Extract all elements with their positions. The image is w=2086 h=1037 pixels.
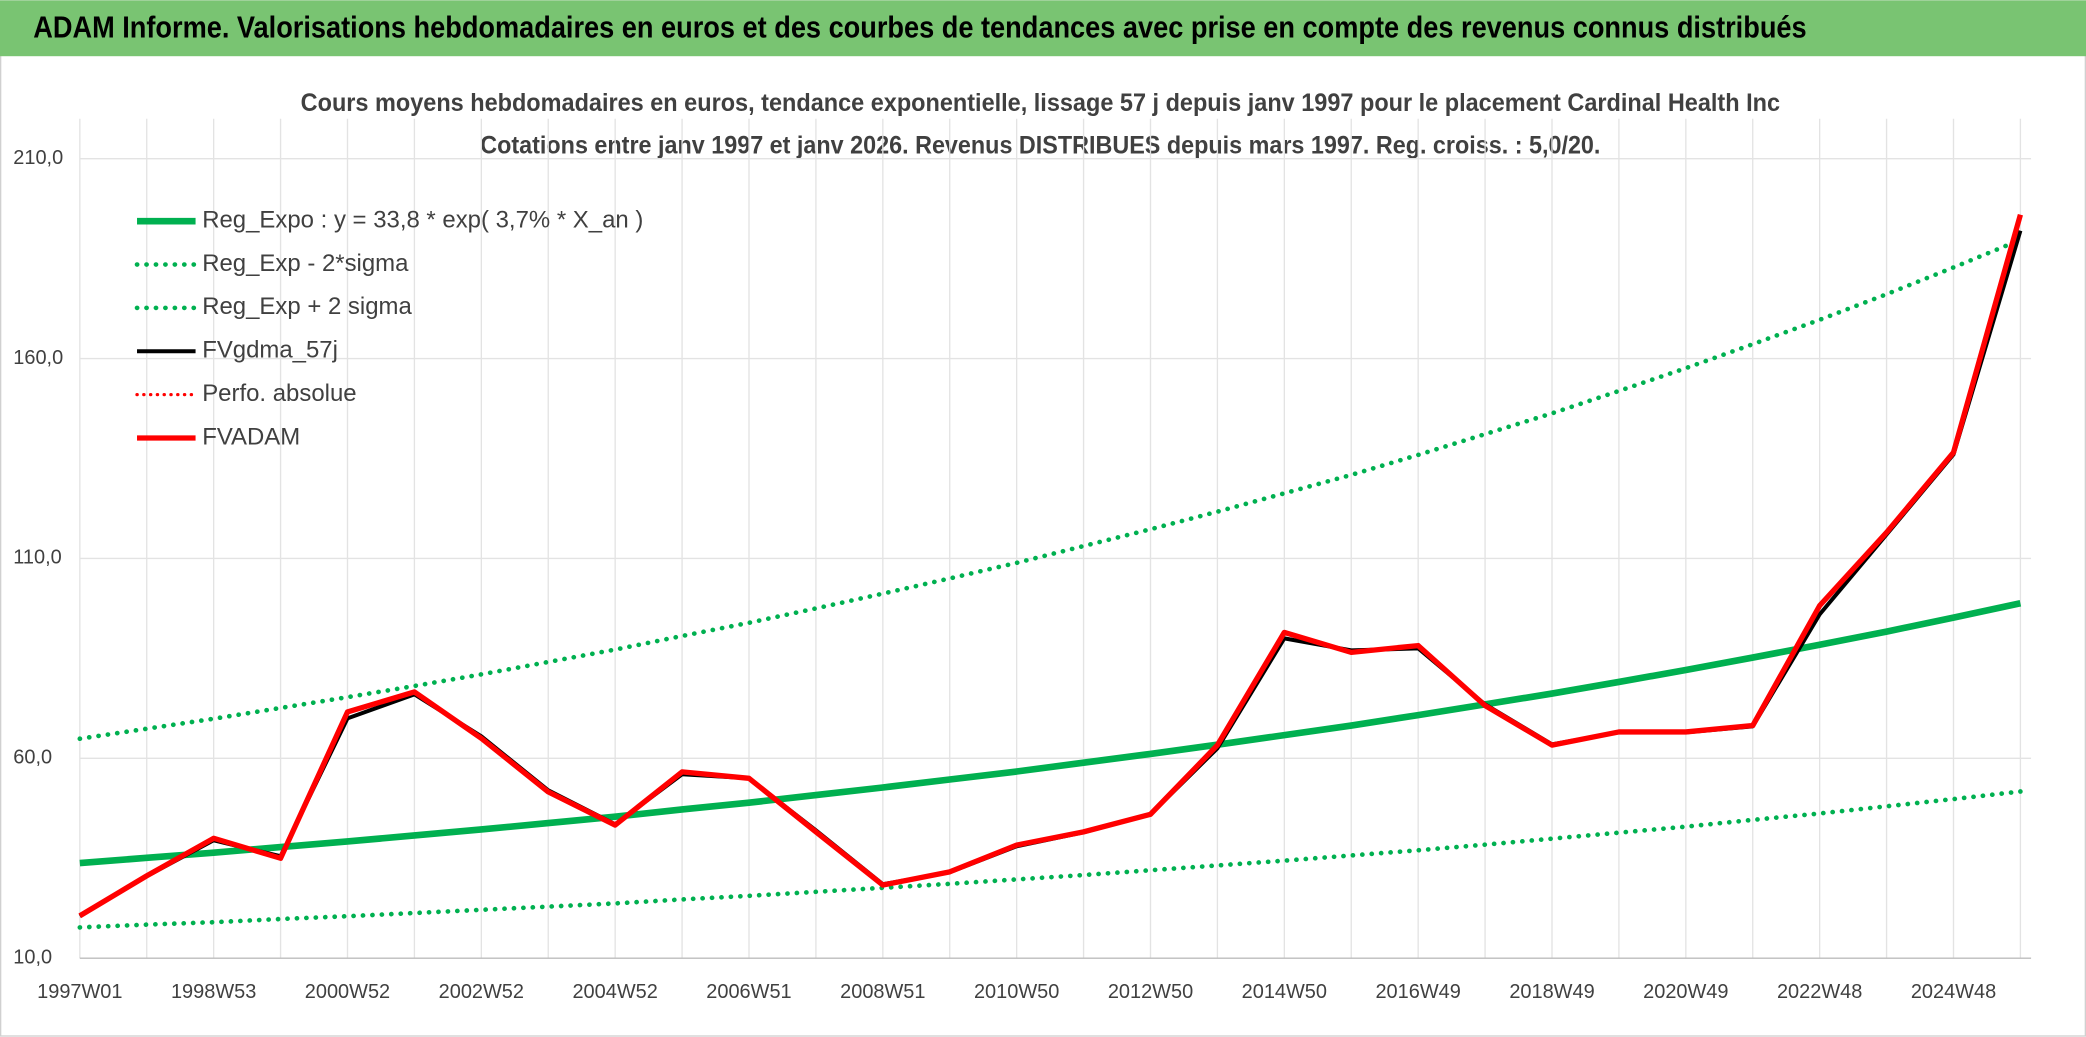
legend: Reg_Expo : y = 33,8 * exp( 3,7% * X_an )… [134, 206, 643, 450]
x-tick-label: 2004W52 [572, 981, 657, 1003]
chart-title: Cours moyens hebdomadaires en euros, ten… [301, 89, 1780, 117]
x-tick-label: 2024W48 [1911, 981, 1996, 1003]
x-tick-label: 2010W50 [974, 981, 1059, 1003]
x-tick-label: 2018W49 [1509, 981, 1594, 1003]
legend-label: Reg_Exp - 2*sigma [202, 250, 409, 277]
x-tick-label: 1997W01 [37, 981, 122, 1003]
x-tick-label: 2000W52 [305, 981, 390, 1003]
x-tick-label: 2012W50 [1108, 981, 1193, 1003]
series-line [79, 599, 2022, 867]
series-line [77, 789, 2023, 930]
x-tick-label: 2020W49 [1643, 981, 1728, 1003]
legend-label: FVADAM [202, 423, 300, 450]
y-tick-label: 60,0 [13, 747, 52, 769]
x-tick-label: 2002W52 [439, 981, 524, 1003]
legend-label: Reg_Expo : y = 33,8 * exp( 3,7% * X_an ) [202, 206, 643, 233]
header-title: ADAM Informe. Valorisations hebdomadaire… [33, 11, 1806, 45]
x-tick-label: 2016W49 [1375, 981, 1460, 1003]
x-tick-label: 2014W50 [1242, 981, 1327, 1003]
legend-label: FVgdma_57j [202, 337, 338, 364]
y-tick-label: 110,0 [13, 547, 61, 569]
series-line [77, 237, 2023, 742]
header-bar [0, 0, 2086, 57]
legend-label: Reg_Exp + 2 sigma [202, 293, 412, 320]
x-tick-label: 2006W51 [706, 981, 791, 1003]
x-tick-label: 2022W48 [1777, 981, 1862, 1003]
x-tick-label: 2008W51 [840, 981, 925, 1003]
chart-subtitle: Cotations entre janv 1997 et janv 2026. … [480, 131, 1600, 159]
legend-label: Perfo. absolue [202, 380, 356, 407]
y-tick-label: 160,0 [13, 347, 63, 369]
y-tick-label: 210,0 [13, 147, 63, 169]
y-tick-label: 10,0 [13, 946, 52, 968]
series-line [78, 213, 2023, 919]
x-tick-label: 1998W53 [171, 981, 256, 1003]
